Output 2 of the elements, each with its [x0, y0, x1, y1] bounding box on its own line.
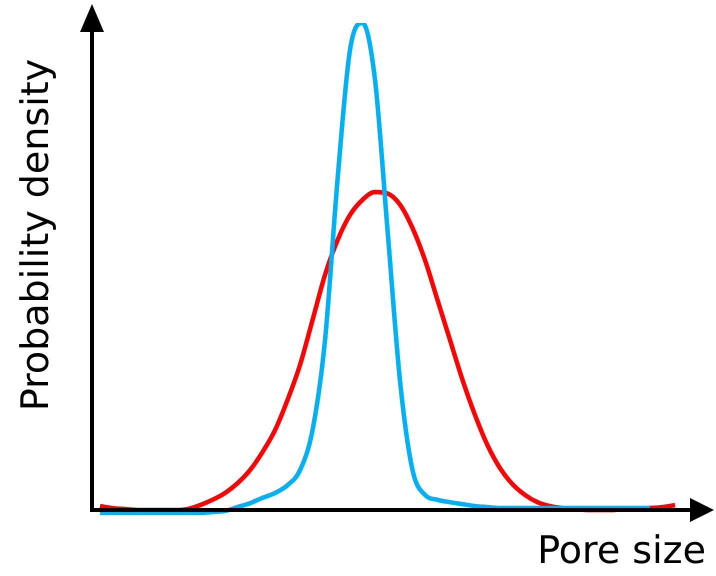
x-axis-title: Pore size — [537, 528, 706, 572]
y-axis-title: Probability density — [13, 58, 57, 412]
